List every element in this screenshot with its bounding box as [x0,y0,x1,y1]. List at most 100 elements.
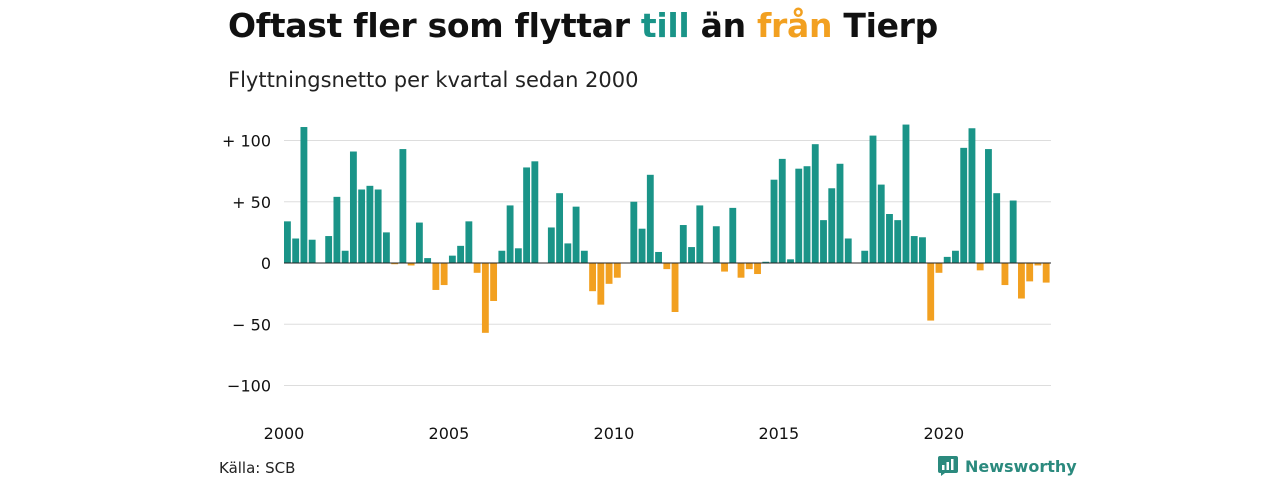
bar [993,193,1001,264]
bar [737,263,745,278]
x-tick-label: 2015 [758,424,799,443]
bar [729,207,737,264]
bar [613,263,621,278]
bar [877,184,885,263]
y-axis: + 100 + 50 0 − 50 −100 [222,132,271,396]
bar [1026,263,1034,282]
x-tick-label: 2005 [429,424,470,443]
bar [836,163,844,263]
bar [605,263,613,284]
bar [927,263,935,321]
y-tick-label: 0 [261,254,271,273]
newsworthy-logo-icon [938,456,958,476]
bar [721,263,728,272]
bar [448,255,456,263]
bar [696,205,704,264]
bar [564,243,572,263]
bar [556,193,564,264]
title-word-till: till [640,6,690,45]
bar [770,179,778,263]
brand: Newsworthy [938,456,1077,476]
bar [894,220,902,264]
bar [902,124,910,263]
title-part1: Oftast fler som flyttar [228,6,641,45]
bar [457,245,465,263]
bar [547,227,555,263]
bar [968,128,976,263]
bar [391,263,399,265]
bar [300,127,308,264]
chart-subtitle: Flyttningsnetto per kvartal sedan 2000 [228,68,639,92]
bar [481,263,489,333]
bar [638,228,646,263]
bar [531,161,539,263]
bar [795,168,803,264]
bar [506,205,514,264]
bar [886,214,893,263]
bar [440,263,448,286]
bar [1001,263,1009,286]
bar [861,250,869,263]
bar [284,221,291,263]
bar [919,237,926,264]
bar [1034,263,1042,266]
bar [523,167,531,263]
bar [679,225,687,264]
bar [308,239,316,263]
bar [424,258,432,263]
bar [341,250,349,263]
bar [663,263,671,270]
bar [349,151,357,263]
bar [745,263,753,270]
bar [910,236,918,263]
x-axis: 2000 2005 2010 2015 2020 [264,424,965,443]
bar [597,263,605,305]
bar [465,221,473,263]
bar [646,174,654,263]
bar [762,261,770,263]
bar [572,206,580,263]
bar [630,201,638,263]
bar [473,263,481,273]
bar [754,263,761,275]
bar [960,147,968,263]
bar [407,263,415,266]
source-note: Källa: SCB [219,459,296,477]
bar [985,149,992,263]
bars [284,124,1051,333]
bar [1018,263,1025,299]
title-part3: Tierp [832,6,938,45]
bar [943,256,951,264]
bar [712,226,720,263]
bar [1042,263,1050,283]
bar [399,149,407,263]
bar [366,185,374,263]
bar [580,250,588,263]
bar [820,220,827,264]
bar [358,189,366,263]
bar [844,238,852,263]
y-tick-label: − 50 [232,315,271,334]
x-tick-label: 2020 [923,424,964,443]
bar [803,166,811,263]
bar [778,158,786,264]
bar [325,236,333,263]
bar [374,189,382,263]
bar [432,263,440,290]
y-tick-label: + 50 [232,193,271,212]
y-tick-label: −100 [227,377,271,396]
bar [688,247,695,263]
bar [671,263,679,312]
bar [787,259,794,263]
bar [935,263,943,273]
bar [952,250,959,263]
bar [333,196,341,263]
title-word-fran: från [756,6,833,45]
bar [1009,200,1017,264]
bar [498,250,506,263]
chart-title: Oftast fler som flyttar till än från Tie… [228,6,938,45]
bar [415,222,423,263]
bar [811,144,819,264]
bar [382,232,390,264]
